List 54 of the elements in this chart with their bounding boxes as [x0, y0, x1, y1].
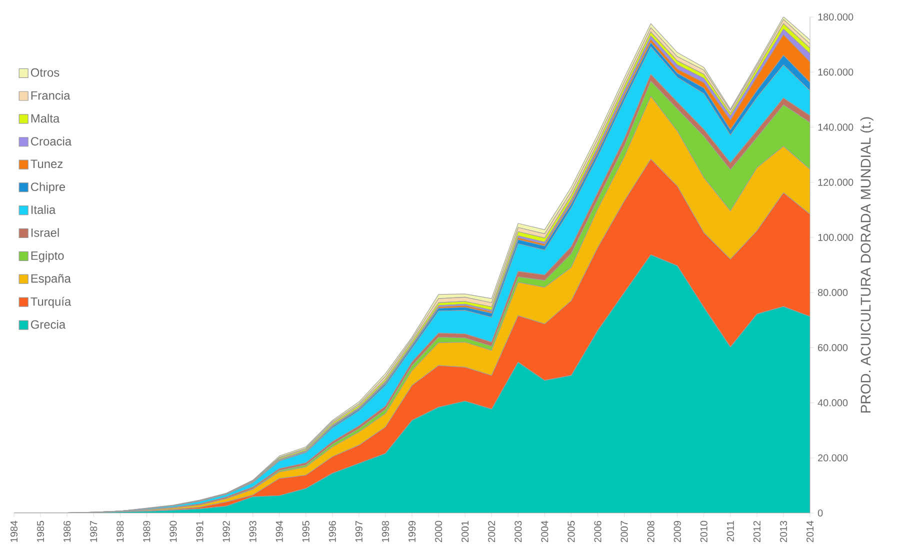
x-tick-label: 2007	[620, 521, 628, 542]
x-tick-label: 1989	[143, 520, 150, 542]
y-tick-label: 60.000	[818, 344, 848, 352]
y-tick-label: 120.000	[818, 178, 854, 186]
legend-label: Francia	[31, 90, 70, 100]
legend-label: Croacia	[30, 136, 72, 146]
y-tick-label: 0	[818, 509, 823, 517]
x-tick-label: 1990	[170, 520, 177, 542]
x-tick-label: 2000	[435, 520, 442, 542]
x-tick-label: 1988	[116, 520, 124, 542]
x-tick-label: 2008	[647, 520, 654, 542]
y-tick-label: 20.000	[818, 454, 848, 462]
x-tick-label: 1996	[328, 520, 336, 542]
x-tick-label: 1998	[382, 520, 389, 542]
legend-label: Malta	[31, 114, 60, 123]
x-tick-label: 2006	[594, 520, 602, 542]
x-tick-label: 1984	[10, 520, 18, 542]
legend-label: Chipre	[30, 182, 66, 194]
x-tick-label: 2002	[488, 521, 496, 542]
x-tick-label: 1987	[90, 521, 98, 542]
legend-label: Turquía	[30, 296, 72, 308]
x-tick-label: 1995	[302, 520, 310, 542]
y-tick-label: 80.000	[818, 289, 848, 296]
legend-label: Tunez	[30, 160, 63, 168]
y-tick-label: 140.000	[818, 124, 854, 131]
y-axis-title: PROD. ACUICULTURA DORADA MUNDIAL (t.)	[860, 117, 874, 412]
x-tick-label: 1992	[222, 521, 230, 542]
x-tick-label: 1994	[276, 520, 283, 542]
x-tick-label: 2012	[753, 521, 760, 542]
x-tick-label: 2013	[780, 520, 787, 542]
y-tick-label: 40.000	[818, 399, 848, 406]
y-tick-label: 180.000	[818, 13, 854, 21]
x-tick-label: 2005	[568, 520, 575, 542]
legend-label: Israel	[31, 228, 59, 237]
x-tick-label: 1993	[249, 520, 256, 542]
legend-label: Egipto	[31, 251, 64, 262]
legend-label: España	[31, 274, 71, 286]
x-tick-label: 1999	[408, 520, 416, 542]
x-tick-label: 2001	[462, 520, 469, 542]
x-tick-label: 1997	[355, 521, 362, 542]
x-tick-label: 2004	[541, 520, 548, 542]
x-tick-label: 1991	[196, 520, 204, 542]
x-tick-label: 2010	[700, 520, 708, 542]
x-tick-label: 2009	[674, 520, 681, 542]
legend-label: Grecia	[30, 320, 66, 329]
legend-label: Italia	[31, 205, 56, 214]
x-tick-label: 2003	[514, 520, 522, 542]
x-tick-label: 2011	[726, 520, 734, 542]
legend-label: Otros	[30, 68, 60, 77]
x-tick-label: 1986	[64, 520, 71, 542]
x-tick-label: 1985	[37, 520, 44, 542]
y-tick-label: 160.000	[818, 68, 854, 76]
x-tick-label: 2014	[806, 520, 814, 542]
y-tick-label: 100.000	[818, 234, 854, 241]
